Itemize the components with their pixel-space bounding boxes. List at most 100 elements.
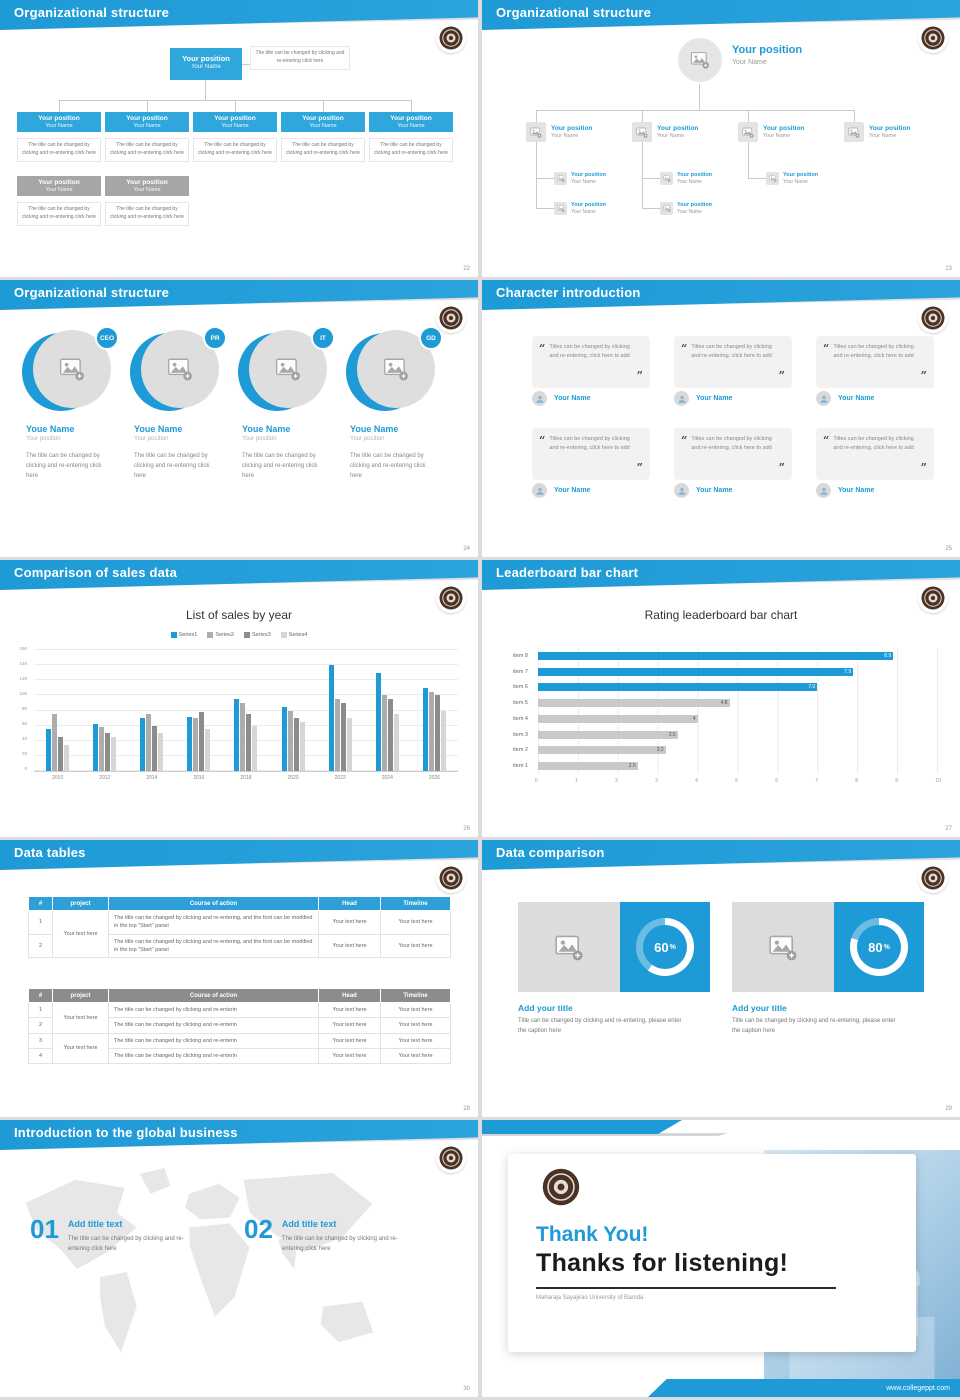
- org-node: Your position Your Name: [738, 122, 804, 142]
- legend-swatch: [280, 632, 287, 638]
- quote-card-body: “Titles can be changed by clicking and r…: [674, 336, 792, 388]
- x-axis-tick: 6: [775, 778, 778, 784]
- chart-title: Rating leaderboard bar chart: [644, 608, 798, 622]
- chart-legend: Series1 Series2 Series3 Series4: [0, 632, 478, 638]
- role-badge: GD: [419, 326, 443, 350]
- person-name: Youe Name: [26, 424, 75, 434]
- org-node: Your position Your Name: [17, 176, 101, 196]
- table-cell: Your text here: [380, 1047, 451, 1065]
- org-node-name: Your Name: [783, 179, 808, 185]
- university-logo-icon: [918, 863, 948, 893]
- table-cell: 2: [28, 1017, 53, 1034]
- chart-title: List of sales by year: [185, 608, 293, 622]
- org-node-position: Your position: [677, 172, 713, 178]
- bar-label: item 4: [513, 715, 528, 722]
- item-text: The title can be changed by clicking and…: [67, 1236, 184, 1253]
- person-icon: [677, 395, 686, 403]
- bar: [111, 736, 117, 771]
- bar: [52, 714, 58, 771]
- x-axis-label: 2020: [287, 775, 299, 781]
- slide-title: Leaderboard bar chart: [496, 565, 639, 580]
- org-node-top: Your position Your Name: [170, 48, 242, 80]
- org-node: Your position Your Name: [632, 122, 698, 142]
- gridline: [34, 649, 458, 650]
- bar: [393, 714, 399, 771]
- table-cell: The title can be changed by clicking and…: [108, 1017, 319, 1034]
- column-header: Timeline: [380, 988, 451, 1003]
- legend-swatch: [244, 632, 250, 638]
- org-node-position: Your position: [657, 125, 699, 132]
- connector-line: [59, 100, 60, 112]
- column-header: project: [52, 896, 109, 911]
- org-node: Your position Your Name: [105, 176, 189, 196]
- slide-title: Organizational structure: [496, 5, 652, 20]
- comparison-panel: 80% Add your title Title can be changed …: [732, 902, 924, 1036]
- org-node-name: Your Name: [677, 209, 702, 215]
- column-header: Course of action: [108, 988, 319, 1003]
- avatar: [816, 483, 831, 498]
- org-node-position: Your position: [571, 172, 607, 178]
- connector-line: [323, 100, 324, 112]
- open-quote-icon: “: [681, 434, 688, 447]
- bar: [328, 665, 334, 771]
- close-quote-icon: ”: [778, 369, 785, 382]
- photo-placeholder: CEO: [22, 326, 119, 414]
- image-placeholder-icon: [275, 358, 301, 381]
- quote-footer: Your Name: [674, 483, 792, 498]
- bar-value: 3.5: [668, 731, 676, 738]
- bar-label: item 8: [513, 652, 528, 659]
- global-item: 01 Add title text The title can be chang…: [30, 1216, 196, 1254]
- university-logo-icon: [918, 583, 948, 613]
- avatar: [816, 391, 831, 406]
- x-axis-tick: 4: [695, 778, 698, 784]
- org-node: Your position Your Name: [766, 172, 818, 185]
- x-axis: 0 1 2 3 4 5 6 7 8 9 10: [535, 778, 941, 784]
- org-root: Your position Your Name: [732, 44, 802, 66]
- bar-group: [317, 650, 364, 771]
- photo-placeholder: [678, 38, 722, 82]
- donut-chart: 60%: [620, 902, 710, 992]
- bar-value: 7.9: [844, 668, 852, 675]
- bar: 2.5: [538, 762, 638, 771]
- quote-card: “Titles can be changed by clicking and r…: [816, 336, 934, 406]
- role-badge: IT: [311, 326, 335, 350]
- org-note: The title can be changed by clicking and…: [17, 138, 101, 162]
- org-node-name: Your Name: [763, 133, 791, 139]
- org-node-name: Your Name: [133, 123, 161, 129]
- connector-line: [235, 100, 236, 112]
- org-node-position: Your position: [783, 172, 819, 178]
- percent-value: 80: [868, 939, 883, 955]
- quote-footer: Your Name: [532, 391, 650, 406]
- connector-line: [536, 110, 537, 122]
- bar-group: [222, 650, 269, 771]
- bar: [64, 744, 70, 771]
- table-cell: Your text here: [380, 1001, 451, 1019]
- quote-footer: Your Name: [674, 391, 792, 406]
- y-axis-tick: 120: [19, 676, 27, 681]
- table-cell: Your text here: [380, 933, 451, 958]
- y-axis-tick: 40: [21, 736, 27, 741]
- connector-line: [854, 110, 855, 122]
- column-header: project: [52, 988, 109, 1003]
- slide-global-business: Introduction to the global business 01 A…: [0, 1120, 478, 1397]
- bar: 3.2: [538, 746, 666, 755]
- org-note: The title can be changed by clicking and…: [281, 138, 365, 162]
- bar-label: item 2: [513, 747, 528, 754]
- org-node-name: Your Name: [45, 123, 73, 129]
- legend-item: Series2: [207, 632, 234, 638]
- org-node-name: Your Name: [869, 133, 897, 139]
- slide-thank-you: Thank You! Thanks for listening! Maharaj…: [482, 1120, 960, 1397]
- bar: [387, 699, 393, 771]
- image-placeholder-icon: [59, 358, 85, 381]
- org-node: Your position Your Name: [844, 122, 910, 142]
- y-axis-tick: 60: [21, 721, 27, 726]
- photo-placeholder: [632, 122, 652, 142]
- data-table-blue: # project Course of action Head Timeline…: [28, 896, 451, 958]
- person-name: Youe Name: [134, 424, 183, 434]
- org-node-position: Your position: [763, 125, 805, 132]
- slide-org-structure-2: Organizational structure Your position Y…: [482, 0, 960, 277]
- quote-text: Titles can be changed by clicking and re…: [549, 344, 630, 360]
- bar-value: 3.2: [656, 747, 664, 754]
- gridlines: [34, 649, 458, 771]
- person-position: Your position: [26, 436, 61, 442]
